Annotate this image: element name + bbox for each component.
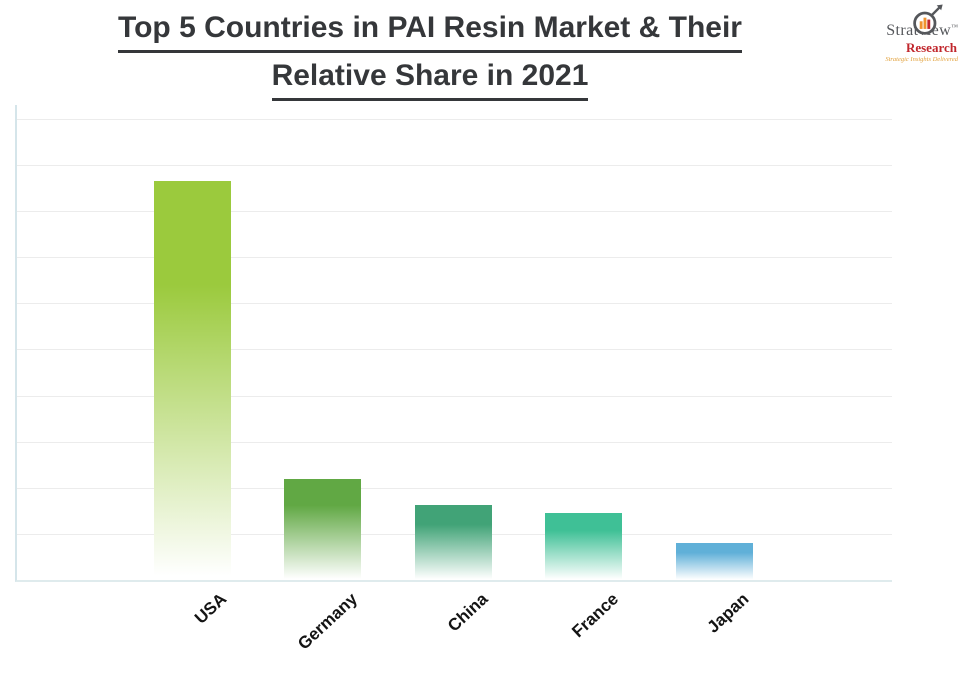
bar-germany (284, 478, 362, 580)
plot-area (15, 105, 892, 582)
trademark-symbol: ™ (951, 23, 958, 31)
bar-japan (675, 543, 753, 580)
magnifier-barchart-icon (913, 4, 943, 35)
bar-france (545, 513, 623, 580)
chart-title: Top 5 Countries in PAI Resin Market & Th… (0, 8, 860, 104)
gridline (17, 211, 892, 213)
chart-title-line1: Top 5 Countries in PAI Resin Market & Th… (118, 8, 742, 53)
x-axis-label-france: France (568, 589, 623, 642)
x-axis-label-china: China (443, 589, 492, 636)
bar-china (414, 504, 492, 580)
gridline (17, 164, 892, 166)
gridline (17, 487, 892, 489)
x-axis-label-germany: Germany (294, 589, 361, 654)
bar-usa (153, 181, 231, 580)
logo-division-name: Research (905, 40, 957, 55)
stratview-logo: Stratview™ Research Strategic Insights D… (798, 3, 958, 65)
gridline (17, 257, 892, 259)
logo-tagline: Strategic Insights Delivered (885, 56, 958, 63)
gridline (17, 303, 892, 305)
chart-title-line2: Relative Share in 2021 (271, 56, 589, 101)
x-axis-label-usa: USA (191, 589, 231, 628)
gridline (17, 118, 892, 120)
x-axis-label-japan: Japan (703, 589, 753, 637)
gridline (17, 349, 892, 351)
gridline (17, 441, 892, 443)
gridline (17, 395, 892, 397)
